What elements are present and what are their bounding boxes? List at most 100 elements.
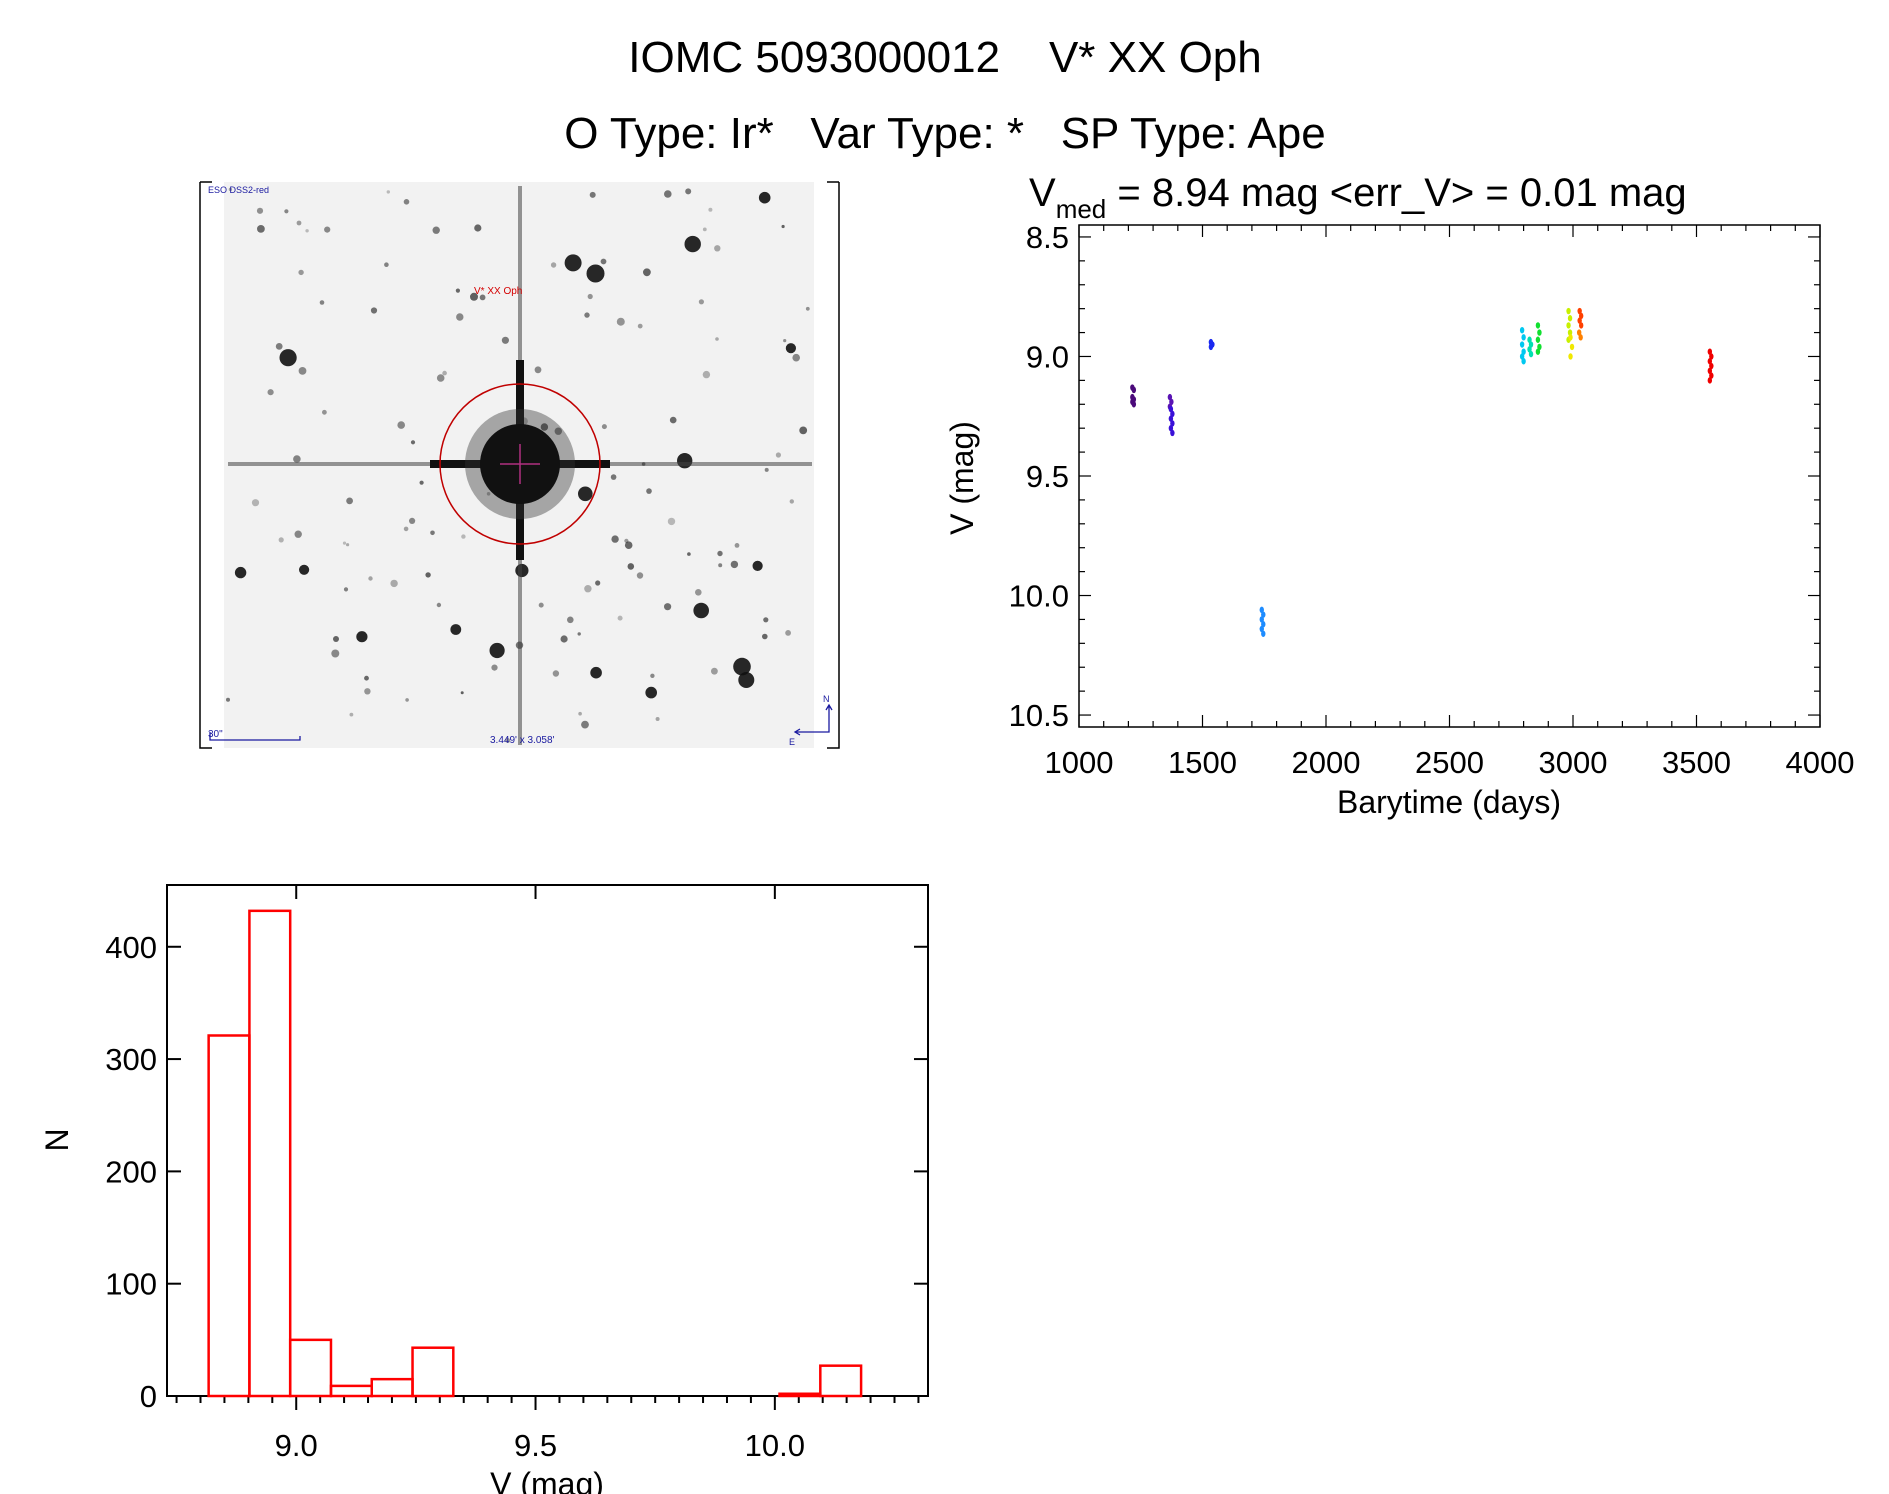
star bbox=[738, 672, 755, 688]
star bbox=[409, 517, 416, 525]
star bbox=[617, 615, 623, 621]
star bbox=[540, 423, 549, 431]
data-point bbox=[1131, 386, 1137, 394]
y-tick-label: 0 bbox=[140, 1379, 157, 1414]
north-label: N bbox=[823, 694, 830, 704]
star bbox=[324, 226, 331, 233]
data-point bbox=[1521, 348, 1526, 355]
star bbox=[368, 576, 373, 581]
star bbox=[645, 686, 657, 699]
data-point bbox=[1521, 334, 1526, 341]
star bbox=[734, 543, 740, 548]
y-tick-label: 10.0 bbox=[1009, 579, 1069, 614]
star bbox=[296, 220, 302, 226]
star bbox=[333, 636, 339, 642]
star bbox=[403, 526, 409, 532]
star bbox=[460, 691, 464, 695]
x-tick-label: 9.0 bbox=[275, 1428, 318, 1463]
data-point bbox=[1566, 322, 1571, 329]
star bbox=[456, 313, 464, 321]
star bbox=[275, 343, 283, 350]
data-point bbox=[1707, 367, 1713, 375]
star bbox=[775, 452, 782, 458]
target-circle bbox=[439, 383, 601, 545]
data-point bbox=[1709, 362, 1714, 370]
data-point bbox=[1568, 334, 1573, 341]
data-point bbox=[1535, 322, 1541, 329]
y-tick-label: 9.5 bbox=[1026, 459, 1069, 494]
star bbox=[364, 675, 369, 681]
star bbox=[342, 541, 347, 545]
star bbox=[564, 254, 582, 272]
star bbox=[789, 499, 794, 504]
star bbox=[257, 225, 265, 233]
star bbox=[730, 560, 739, 569]
star bbox=[322, 409, 327, 415]
data-point bbox=[1261, 621, 1266, 628]
star bbox=[600, 258, 607, 265]
y-tick-label: 200 bbox=[105, 1154, 157, 1189]
field-size-label: 3.449' x 3.058' bbox=[490, 735, 555, 746]
star bbox=[386, 190, 390, 194]
star bbox=[587, 293, 593, 300]
star bbox=[442, 370, 447, 376]
title-rest: = 8.94 mag <err_V> = 0.01 mag bbox=[1106, 171, 1686, 215]
data-point bbox=[1170, 420, 1175, 427]
star bbox=[792, 353, 800, 362]
x-tick-label: 1000 bbox=[1045, 745, 1114, 780]
x-tick-label: 10.0 bbox=[745, 1428, 805, 1463]
data-point bbox=[1537, 343, 1542, 351]
data-point bbox=[1168, 415, 1174, 422]
star bbox=[552, 670, 560, 677]
star bbox=[695, 589, 702, 596]
star bbox=[390, 579, 398, 588]
figure-subtitle: O Type: Ir* Var Type: * SP Type: Ape bbox=[564, 109, 1325, 158]
light-curve-plot: Vmed = 8.94 mag <err_V> = 0.01 mag 1000 1… bbox=[944, 171, 1854, 820]
star bbox=[636, 572, 644, 579]
x-tick-label: 4000 bbox=[1786, 745, 1855, 780]
data-point bbox=[1527, 336, 1532, 343]
star bbox=[581, 720, 589, 729]
data-point bbox=[1528, 341, 1534, 348]
star bbox=[356, 631, 368, 643]
data-point bbox=[1578, 334, 1583, 341]
x-tick-label: 2500 bbox=[1415, 745, 1484, 780]
data-point bbox=[1170, 410, 1175, 418]
star bbox=[714, 245, 721, 252]
data-point bbox=[1566, 307, 1571, 315]
star bbox=[267, 389, 274, 396]
data-point bbox=[1709, 372, 1714, 379]
star bbox=[419, 480, 424, 485]
y-tick-label: 400 bbox=[105, 930, 157, 965]
data-point bbox=[1578, 312, 1584, 320]
star bbox=[331, 649, 340, 658]
star bbox=[650, 673, 655, 678]
data-point bbox=[1259, 625, 1264, 633]
star bbox=[702, 227, 707, 232]
star bbox=[718, 563, 723, 568]
data-point bbox=[1707, 377, 1713, 384]
data-point bbox=[1259, 606, 1264, 614]
histogram-bar bbox=[248, 909, 292, 1398]
data-point bbox=[1131, 401, 1137, 408]
star bbox=[293, 455, 301, 463]
star bbox=[349, 712, 354, 717]
image-frame bbox=[199, 181, 840, 749]
histogram-plot: 9.0 9.5 10.0 0 100 200 300 400 V (mag) N bbox=[39, 884, 929, 1494]
star bbox=[616, 317, 625, 326]
histogram-bar bbox=[411, 1346, 455, 1398]
star bbox=[781, 224, 785, 229]
data-point bbox=[1709, 353, 1714, 360]
star bbox=[627, 563, 635, 570]
star bbox=[397, 421, 406, 429]
star bbox=[684, 235, 701, 253]
data-point bbox=[1519, 326, 1525, 334]
star bbox=[370, 307, 378, 314]
x-axis-label: V (mag) bbox=[490, 1466, 604, 1494]
star bbox=[578, 711, 582, 716]
data-point bbox=[1578, 322, 1584, 329]
star bbox=[228, 187, 233, 192]
star bbox=[805, 306, 810, 311]
star bbox=[586, 264, 605, 283]
star bbox=[698, 299, 705, 305]
